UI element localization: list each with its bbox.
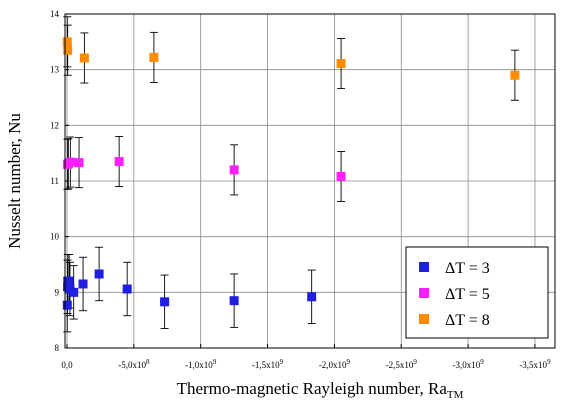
x-tick-label: -2,0x109 — [319, 358, 351, 370]
x-axis-title-main: Thermo-magnetic Rayleigh number, Ra — [177, 379, 448, 398]
data-series — [62, 16, 520, 333]
data-point — [336, 172, 346, 182]
data-point — [63, 45, 73, 55]
x-tick-label: -3,5x109 — [519, 358, 551, 370]
grid — [65, 13, 555, 349]
data-point — [94, 269, 104, 279]
y-axis-title: Nusselt number, Nu — [5, 113, 24, 249]
x-tick-label: -1,5x109 — [252, 358, 284, 370]
data-point — [122, 284, 132, 294]
data-point — [78, 279, 88, 289]
data-point — [65, 157, 75, 167]
data-point — [62, 300, 72, 310]
x-tick-label: -1,0x109 — [185, 358, 217, 370]
legend-box — [405, 246, 549, 339]
legend-swatch — [419, 314, 429, 324]
legend-swatch — [419, 262, 429, 272]
y-tick-label: 11 — [50, 176, 59, 186]
axis-ticks: 0,0 -5,0x108 -1,0x109 -1,5x109 -2,0x109 -2,5x… — [50, 9, 551, 370]
y-tick-label: 9 — [55, 287, 60, 297]
data-point — [74, 158, 84, 168]
y-tick-label: 14 — [50, 9, 60, 19]
data-point — [62, 37, 72, 47]
plot-frame — [64, 13, 556, 349]
x-tick-label: -3,0x109 — [452, 358, 484, 370]
series-group — [62, 16, 520, 101]
series-group — [62, 246, 317, 333]
y-tick-label: 10 — [50, 232, 60, 242]
x-tick-label: 0,0 — [61, 360, 73, 370]
y-tick-label: 13 — [50, 65, 60, 75]
data-point — [79, 53, 89, 63]
x-tick-label: -5,0x108 — [118, 358, 150, 370]
y-tick-label: 8 — [55, 343, 60, 353]
data-point — [114, 157, 124, 167]
x-axis-title: Thermo-magnetic Rayleigh number, RaTM — [177, 379, 464, 401]
data-point — [229, 165, 239, 175]
legend-label: ΔT = 3 — [445, 260, 490, 277]
data-point — [336, 59, 346, 69]
legend-swatch — [419, 288, 429, 298]
y-tick-label: 12 — [50, 120, 59, 130]
legend: ΔT = 3 ΔT = 5 ΔT = 8 — [405, 246, 549, 339]
data-point — [149, 52, 159, 62]
x-tick-label: -2,5x109 — [386, 358, 418, 370]
data-point — [510, 70, 520, 80]
series-group — [62, 136, 346, 203]
data-point — [229, 296, 239, 306]
x-axis-title-subscript: TM — [447, 389, 464, 401]
data-point — [307, 292, 317, 302]
data-point — [69, 287, 79, 297]
legend-label: ΔT = 8 — [445, 312, 490, 329]
data-point — [64, 276, 74, 286]
data-point — [160, 297, 170, 307]
legend-label: ΔT = 5 — [445, 286, 490, 303]
